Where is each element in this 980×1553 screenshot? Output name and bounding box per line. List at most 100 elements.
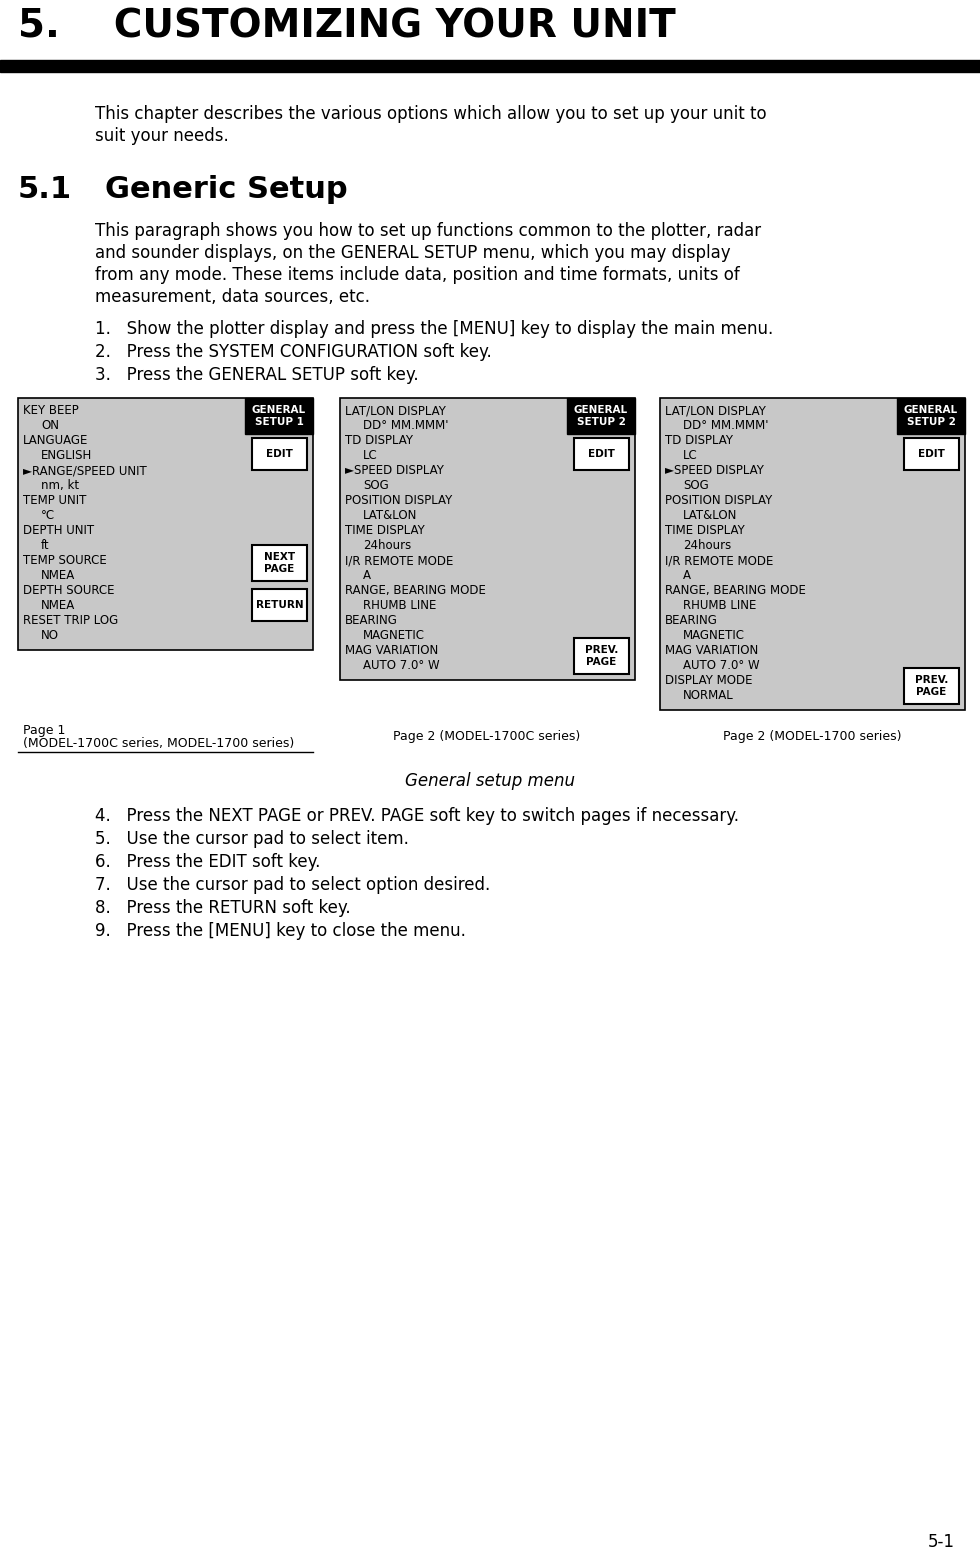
Bar [574,638,629,674]
Text: LC: LC [683,449,698,461]
Text: DEPTH UNIT: DEPTH UNIT [23,523,94,537]
Bar [660,398,965,710]
Text: RANGE, BEARING MODE: RANGE, BEARING MODE [665,584,806,596]
Text: ft: ft [41,539,50,551]
Text: BEARING: BEARING [665,613,718,627]
Text: RETURN: RETURN [256,599,304,610]
Text: 3.   Press the GENERAL SETUP soft key.: 3. Press the GENERAL SETUP soft key. [95,367,418,384]
Text: EDIT: EDIT [266,449,293,460]
Text: 24hours: 24hours [683,539,731,551]
Text: nm, kt: nm, kt [41,478,79,492]
Text: from any mode. These items include data, position and time formats, units of: from any mode. These items include data,… [95,266,740,284]
Text: ENGLISH: ENGLISH [41,449,92,461]
Text: POSITION DISPLAY: POSITION DISPLAY [345,494,452,506]
Text: MAGNETIC: MAGNETIC [683,629,745,641]
Text: TEMP SOURCE: TEMP SOURCE [23,554,107,567]
Text: 2.   Press the SYSTEM CONFIGURATION soft key.: 2. Press the SYSTEM CONFIGURATION soft k… [95,343,492,360]
Bar [18,398,313,651]
Text: ►RANGE/SPEED UNIT: ►RANGE/SPEED UNIT [23,464,147,477]
Text: MAG VARIATION: MAG VARIATION [665,644,759,657]
Text: NMEA: NMEA [41,599,75,612]
Text: TIME DISPLAY: TIME DISPLAY [345,523,424,537]
Text: Page 2 (MODEL-1700C series): Page 2 (MODEL-1700C series) [393,730,580,742]
Text: This paragraph shows you how to set up functions common to the plotter, radar: This paragraph shows you how to set up f… [95,222,761,241]
Text: TIME DISPLAY: TIME DISPLAY [665,523,745,537]
Text: EDIT: EDIT [918,449,945,460]
Text: DISPLAY MODE: DISPLAY MODE [665,674,753,686]
Text: RHUMB LINE: RHUMB LINE [363,599,436,612]
Text: MAG VARIATION: MAG VARIATION [345,644,438,657]
Text: RANGE, BEARING MODE: RANGE, BEARING MODE [345,584,486,596]
Text: 24hours: 24hours [363,539,412,551]
Bar [340,398,635,680]
Bar [245,398,313,433]
Text: NO: NO [41,629,59,641]
Bar [567,398,635,433]
Text: Page 2 (MODEL-1700 series): Page 2 (MODEL-1700 series) [723,730,902,742]
Bar [252,589,307,621]
Text: ON: ON [41,419,59,432]
Text: A: A [683,568,691,582]
Text: ►SPEED DISPLAY: ►SPEED DISPLAY [665,464,763,477]
Text: TD DISPLAY: TD DISPLAY [665,433,733,447]
Text: (MODEL-1700C series, MODEL-1700 series): (MODEL-1700C series, MODEL-1700 series) [23,738,294,750]
Text: General setup menu: General setup menu [405,772,575,790]
Text: 5-1: 5-1 [928,1533,955,1551]
Bar [574,438,629,471]
Text: LAT&LON: LAT&LON [363,509,417,522]
Text: RHUMB LINE: RHUMB LINE [683,599,757,612]
Text: 5.   Use the cursor pad to select item.: 5. Use the cursor pad to select item. [95,829,409,848]
Text: 5.1: 5.1 [18,175,73,203]
Text: This chapter describes the various options which allow you to set up your unit t: This chapter describes the various optio… [95,106,766,123]
Text: GENERAL
SETUP 2: GENERAL SETUP 2 [904,405,958,427]
Text: 6.   Press the EDIT soft key.: 6. Press the EDIT soft key. [95,853,320,871]
Text: AUTO 7.0° W: AUTO 7.0° W [683,658,760,672]
Text: 1.   Show the plotter display and press the [MENU] key to display the main menu.: 1. Show the plotter display and press th… [95,320,773,339]
Text: NEXT
PAGE: NEXT PAGE [264,553,295,573]
Text: 7.   Use the cursor pad to select option desired.: 7. Use the cursor pad to select option d… [95,876,490,895]
Text: GENERAL
SETUP 2: GENERAL SETUP 2 [574,405,628,427]
Text: LAT/LON DISPLAY: LAT/LON DISPLAY [665,404,766,418]
Text: PREV.
PAGE: PREV. PAGE [585,644,618,666]
Text: DD° MM.MMM': DD° MM.MMM' [363,419,449,432]
Text: MAGNETIC: MAGNETIC [363,629,425,641]
Text: KEY BEEP: KEY BEEP [23,404,78,418]
Text: LAT/LON DISPLAY: LAT/LON DISPLAY [345,404,446,418]
Text: suit your needs.: suit your needs. [95,127,228,144]
Text: DEPTH SOURCE: DEPTH SOURCE [23,584,115,596]
Text: 8.   Press the RETURN soft key.: 8. Press the RETURN soft key. [95,899,351,916]
Bar [904,668,959,704]
Text: TD DISPLAY: TD DISPLAY [345,433,413,447]
Text: NORMAL: NORMAL [683,690,734,702]
Text: RESET TRIP LOG: RESET TRIP LOG [23,613,119,627]
Text: Page 1: Page 1 [23,724,66,738]
Text: measurement, data sources, etc.: measurement, data sources, etc. [95,287,370,306]
Text: SOG: SOG [363,478,389,492]
Bar [904,438,959,471]
Text: LC: LC [363,449,377,461]
Text: I/R REMOTE MODE: I/R REMOTE MODE [345,554,454,567]
Text: 9.   Press the [MENU] key to close the menu.: 9. Press the [MENU] key to close the men… [95,922,466,940]
Text: POSITION DISPLAY: POSITION DISPLAY [665,494,772,506]
Text: and sounder displays, on the GENERAL SETUP menu, which you may display: and sounder displays, on the GENERAL SET… [95,244,731,262]
Text: TEMP UNIT: TEMP UNIT [23,494,86,506]
Text: 4.   Press the NEXT PAGE or PREV. PAGE soft key to switch pages if necessary.: 4. Press the NEXT PAGE or PREV. PAGE sof… [95,808,739,825]
Text: PREV.
PAGE: PREV. PAGE [914,676,949,697]
Text: BEARING: BEARING [345,613,398,627]
Text: I/R REMOTE MODE: I/R REMOTE MODE [665,554,773,567]
Text: DD° MM.MMM': DD° MM.MMM' [683,419,768,432]
Text: SOG: SOG [683,478,709,492]
Text: °C: °C [41,509,55,522]
Bar [252,438,307,471]
Text: GENERAL
SETUP 1: GENERAL SETUP 1 [252,405,306,427]
Bar [252,545,307,581]
Bar [0,61,980,71]
Text: LAT&LON: LAT&LON [683,509,737,522]
Text: AUTO 7.0° W: AUTO 7.0° W [363,658,440,672]
Text: LANGUAGE: LANGUAGE [23,433,88,447]
Text: NMEA: NMEA [41,568,75,582]
Text: Generic Setup: Generic Setup [105,175,348,203]
Bar [897,398,965,433]
Text: A: A [363,568,371,582]
Text: ►SPEED DISPLAY: ►SPEED DISPLAY [345,464,444,477]
